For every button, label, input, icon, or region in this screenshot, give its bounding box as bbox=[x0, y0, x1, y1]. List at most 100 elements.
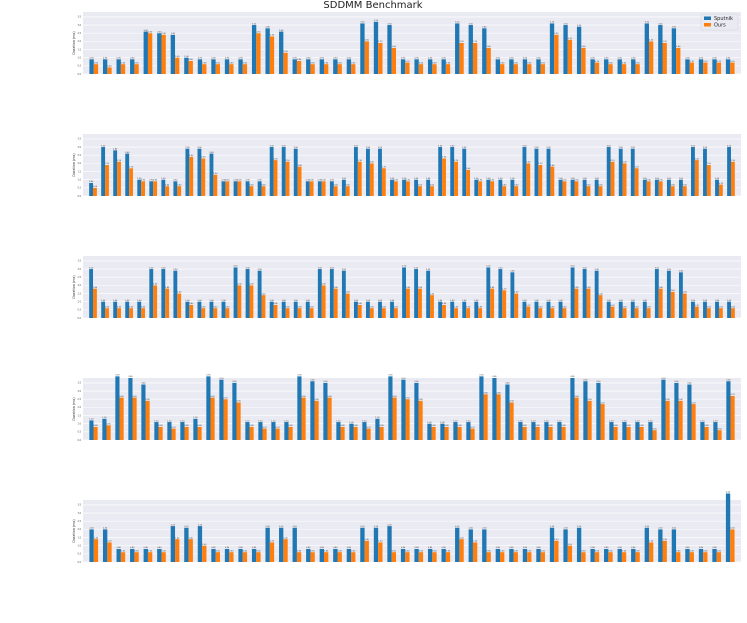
bar-ours bbox=[393, 308, 398, 318]
data-label: 1.00 bbox=[306, 300, 311, 302]
data-label: 3.90 bbox=[297, 375, 302, 377]
data-label: 0.80 bbox=[536, 547, 541, 549]
data-label: 0.60 bbox=[177, 184, 182, 186]
data-label: 0.60 bbox=[141, 306, 146, 308]
data-label: 0.60 bbox=[418, 184, 423, 186]
data-label: 0.60 bbox=[541, 550, 546, 552]
bar-ours bbox=[129, 308, 133, 318]
data-label: 1.80 bbox=[418, 287, 423, 289]
bar-ours bbox=[665, 400, 670, 440]
bar-ours bbox=[639, 426, 644, 440]
bar-sputnik bbox=[184, 527, 189, 562]
bar-ours bbox=[418, 186, 422, 196]
bar-ours bbox=[466, 308, 471, 318]
bar-sputnik bbox=[184, 57, 189, 74]
data-label: 2.00 bbox=[365, 40, 370, 42]
bar-ours bbox=[153, 181, 158, 196]
y-tick-label: 1.0 bbox=[78, 544, 82, 547]
bar-sputnik bbox=[346, 548, 352, 562]
bar-sputnik bbox=[265, 28, 270, 75]
data-label: 2.40 bbox=[162, 33, 167, 35]
data-label: 0.60 bbox=[117, 306, 122, 308]
data-label: 1.80 bbox=[550, 165, 555, 167]
data-label: 0.90 bbox=[130, 58, 135, 60]
bar-ours bbox=[703, 62, 708, 74]
data-label: 2.90 bbox=[173, 269, 178, 271]
data-label: 0.80 bbox=[347, 547, 352, 549]
data-label: 1.80 bbox=[659, 287, 664, 289]
bar-sputnik bbox=[137, 301, 142, 318]
data-label: 3.80 bbox=[492, 376, 497, 378]
bar-sputnik bbox=[233, 267, 238, 318]
data-label: 3.00 bbox=[101, 145, 106, 147]
data-label: 0.60 bbox=[351, 62, 356, 64]
bar-ours bbox=[694, 306, 699, 318]
bar-sputnik bbox=[102, 418, 107, 440]
data-label: 0.70 bbox=[610, 305, 615, 307]
data-label: 3.10 bbox=[645, 22, 650, 24]
data-label: 3.00 bbox=[658, 23, 663, 25]
bar-ours bbox=[502, 186, 507, 196]
bar-sputnik bbox=[712, 59, 717, 74]
data-label: 0.60 bbox=[334, 184, 339, 186]
bar-ours bbox=[514, 293, 519, 318]
bar-sputnik bbox=[630, 148, 635, 196]
bar-ours bbox=[445, 64, 451, 74]
bar-ours bbox=[490, 181, 495, 196]
data-label: 3.00 bbox=[330, 267, 335, 269]
bar-ours bbox=[107, 542, 112, 562]
y-axis-label: Duration (ms) bbox=[72, 519, 76, 543]
bar-sputnik bbox=[346, 59, 352, 74]
bar-sputnik bbox=[522, 147, 527, 196]
data-label: 2.10 bbox=[577, 526, 582, 528]
data-label: 0.90 bbox=[523, 58, 528, 60]
data-label: 1.00 bbox=[703, 300, 708, 302]
bar-sputnik bbox=[453, 422, 458, 440]
bar-sputnik bbox=[671, 529, 677, 562]
bar-ours bbox=[472, 43, 478, 74]
bar-sputnik bbox=[536, 59, 541, 74]
data-label: 1.80 bbox=[406, 287, 411, 289]
data-label: 0.60 bbox=[392, 550, 397, 552]
bar-ours bbox=[369, 308, 374, 318]
data-label: 1.40 bbox=[430, 293, 435, 295]
bar-sputnik bbox=[336, 422, 341, 440]
bar-ours bbox=[120, 552, 126, 562]
data-label: 3.00 bbox=[89, 267, 94, 269]
data-label: 2.40 bbox=[314, 399, 319, 401]
data-label: 0.80 bbox=[431, 425, 436, 427]
bar-ours bbox=[117, 308, 121, 318]
bar-sputnik bbox=[510, 179, 515, 196]
bar-sputnik bbox=[149, 181, 154, 196]
bar-ours bbox=[581, 47, 586, 74]
bar-ours bbox=[527, 64, 532, 74]
bar-sputnik bbox=[522, 59, 528, 74]
bar-ours bbox=[333, 288, 338, 318]
bar-ours bbox=[500, 552, 505, 562]
data-label: 2.90 bbox=[426, 269, 431, 271]
bar-ours bbox=[662, 43, 667, 74]
bar-ours bbox=[635, 552, 640, 562]
bar-ours bbox=[717, 430, 722, 440]
data-label: 2.20 bbox=[198, 524, 203, 526]
bar-sputnik bbox=[482, 28, 487, 75]
data-label: 1.00 bbox=[294, 300, 299, 302]
data-label: 3.90 bbox=[115, 375, 120, 377]
bar-sputnik bbox=[292, 527, 297, 562]
legend-swatch bbox=[704, 16, 711, 20]
data-label: 0.60 bbox=[405, 550, 410, 552]
data-label: 1.90 bbox=[473, 41, 478, 43]
bar-sputnik bbox=[715, 301, 719, 318]
bar-sputnik bbox=[167, 422, 172, 440]
bar-ours bbox=[622, 308, 627, 318]
data-label: 2.60 bbox=[209, 152, 214, 154]
data-label: 1.00 bbox=[667, 178, 672, 180]
bar-ours bbox=[704, 426, 709, 440]
data-label: 0.60 bbox=[338, 62, 343, 64]
data-label: 3.10 bbox=[455, 22, 460, 24]
bar-ours bbox=[141, 181, 146, 196]
data-label: 1.00 bbox=[643, 178, 648, 180]
data-label: 0.80 bbox=[535, 425, 540, 427]
bar-ours bbox=[296, 552, 302, 562]
